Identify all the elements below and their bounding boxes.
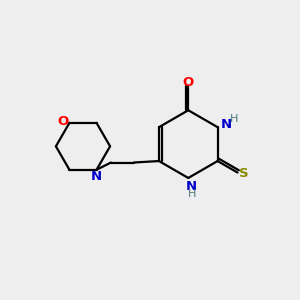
Text: N: N [221,118,232,131]
Text: H: H [230,114,238,124]
Text: N: N [91,170,102,183]
Text: N: N [186,180,197,193]
Text: O: O [57,115,69,128]
Text: O: O [183,76,194,89]
Text: S: S [239,167,249,181]
Text: H: H [188,189,196,199]
